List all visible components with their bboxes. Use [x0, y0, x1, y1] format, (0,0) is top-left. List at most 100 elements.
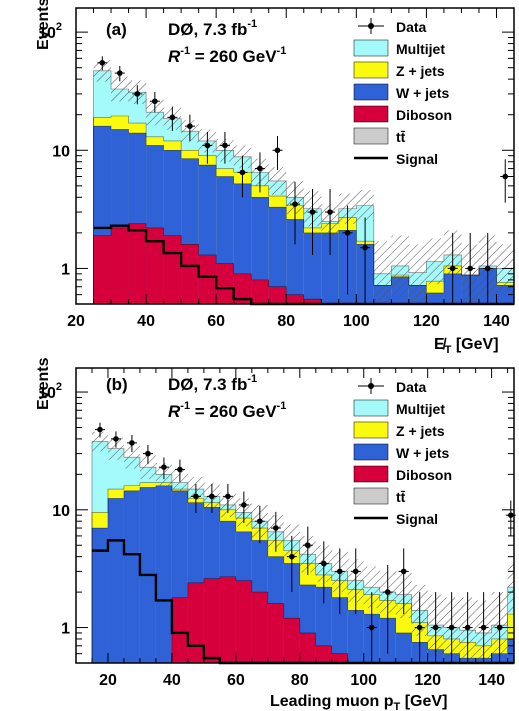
uncertainty-band	[91, 431, 108, 452]
data-point	[432, 624, 439, 631]
data-point	[448, 624, 455, 631]
data-point	[241, 502, 247, 508]
panel-label-a: (a)	[106, 20, 127, 39]
y-tick-label: 1	[61, 621, 70, 638]
experiment-label-b: DØ, 7.3 fb-1	[168, 373, 257, 394]
diboson-bar	[315, 645, 332, 663]
x-tick-label: 100	[350, 672, 377, 689]
uncertainty-band	[363, 566, 380, 608]
uncertainty-band	[391, 235, 409, 297]
x-tick-label: 20	[99, 672, 117, 689]
wjets-bar	[123, 490, 140, 663]
data-point	[309, 209, 316, 215]
legend-ttbar-label: tt̄	[396, 489, 406, 505]
uncertainty-band	[93, 60, 112, 82]
legend-data-label: Data	[396, 379, 427, 395]
data-point	[209, 493, 215, 500]
data-point	[368, 624, 375, 631]
legend-multijet-label: Multijet	[396, 401, 445, 417]
diboson-bar	[111, 227, 129, 304]
diboson-bar	[268, 286, 287, 304]
param-label-a: R-1 = 260 GeV-1	[168, 45, 286, 66]
data-point	[187, 123, 193, 129]
axis-ticks-b: 20 40 60 80 100 120 140 1 10 102	[38, 368, 514, 689]
data-point	[449, 265, 456, 272]
data-point	[134, 91, 141, 97]
uncertainty-band	[171, 469, 188, 496]
data-point	[273, 525, 279, 531]
diboson-bar	[283, 618, 300, 663]
data-point	[480, 624, 487, 631]
diboson-bar	[163, 235, 182, 304]
data-point	[225, 493, 231, 500]
data-point	[496, 624, 503, 631]
data-point	[400, 568, 407, 575]
axis-ticks-a: 20 40 60 80 100 120 140 1 10 102	[38, 8, 515, 330]
legend-ttbar-swatch	[353, 127, 389, 145]
data-point	[274, 147, 281, 154]
diboson-bar	[286, 294, 304, 304]
data-point	[336, 568, 343, 575]
data-point	[467, 265, 474, 272]
data-point	[464, 624, 471, 631]
panel-a: 20 40 60 80 100 120 140 1 10 102 Events (a) DØ, 7…	[35, 0, 515, 356]
data-point	[204, 142, 211, 149]
uncertainty-band	[268, 167, 287, 195]
diboson-bar	[233, 273, 252, 304]
data-point	[352, 568, 359, 575]
legend-zjets-swatch	[353, 421, 389, 439]
wjets-bar	[315, 587, 332, 663]
data-point	[384, 589, 391, 595]
data-point	[161, 464, 167, 470]
wjets-bar	[155, 485, 172, 663]
diboson-bar	[219, 576, 236, 663]
wjets-bar	[91, 528, 108, 663]
legend-multijet-swatch	[353, 399, 389, 417]
y-tick-label: 102	[38, 21, 62, 42]
wjets-bar	[347, 610, 364, 663]
legend-zjets-label: Z + jets	[396, 63, 445, 79]
wjets-bar	[426, 292, 444, 304]
y-tick-label: 102	[38, 381, 62, 402]
data-point	[152, 98, 158, 105]
diboson-bar	[203, 578, 220, 663]
x-tick-label: 40	[163, 672, 181, 689]
data-point	[145, 450, 151, 457]
legend-wjets-label: W + jets	[396, 85, 450, 101]
legend-wjets-label: W + jets	[396, 445, 450, 461]
legend-data-marker	[368, 383, 374, 389]
data-point	[117, 70, 123, 76]
diboson-bar	[331, 653, 348, 663]
data-point	[257, 165, 263, 172]
uncertainty-band	[426, 238, 444, 285]
legend-diboson-swatch	[353, 105, 389, 123]
data-point	[289, 553, 295, 560]
x-tick-label: 80	[277, 313, 295, 330]
x-tick-label: 120	[413, 313, 440, 330]
legend-diboson-label: Diboson	[396, 467, 452, 483]
wjets-bar	[107, 498, 124, 663]
wjets-bar	[251, 197, 269, 304]
data-point	[344, 230, 351, 236]
x-tick-label: 80	[291, 672, 309, 689]
diboson-bar	[187, 582, 204, 663]
x-tick-label: 140	[483, 313, 510, 330]
diboson-bar	[251, 279, 269, 304]
legend-wjets-swatch	[353, 83, 389, 101]
wjets-bar	[395, 632, 412, 663]
data-point	[362, 244, 368, 251]
diboson-bar	[299, 632, 316, 663]
y-tick-label: 10	[52, 143, 70, 160]
legend-diboson-label: Diboson	[396, 107, 452, 123]
data-point	[484, 265, 491, 272]
x-tick-label: 140	[478, 672, 505, 689]
data-point	[177, 466, 183, 473]
diboson-bar	[303, 299, 322, 304]
x-axis-label-a: E̸T [GeV]	[434, 336, 499, 356]
x-tick-label: 60	[227, 672, 245, 689]
diboson-bar	[251, 592, 268, 663]
diboson-bar	[93, 235, 112, 304]
uncertainty-band	[408, 244, 427, 302]
y-tick-label: 1	[61, 261, 70, 278]
